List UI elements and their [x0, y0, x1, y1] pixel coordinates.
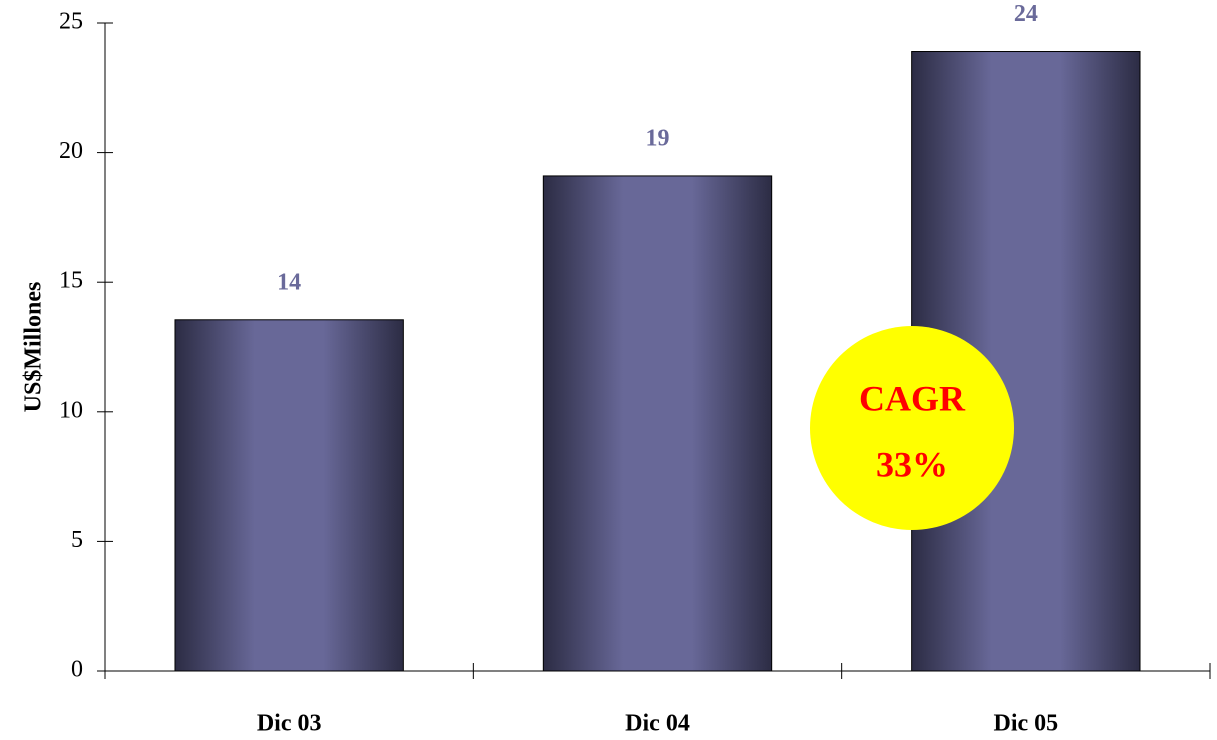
y-tick-label: 25	[59, 9, 83, 35]
bar	[542, 175, 773, 672]
value-label: 14	[277, 269, 301, 295]
y-tick-label: 15	[59, 268, 83, 294]
value-label: 24	[1014, 1, 1038, 27]
annotation-text: CAGR	[859, 378, 966, 418]
y-tick-label: 20	[59, 138, 83, 164]
bar	[174, 319, 404, 672]
y-tick-label: 0	[71, 657, 83, 683]
y-axis-label: US$Millones	[21, 282, 47, 413]
annotation-text: 33%	[876, 444, 948, 484]
annotation-circle	[810, 326, 1014, 530]
value-label: 19	[646, 125, 670, 151]
y-tick-label: 5	[71, 527, 83, 553]
y-tick-label: 10	[59, 397, 83, 423]
x-tick-label: Dic 03	[257, 711, 322, 737]
x-tick-label: Dic 04	[625, 711, 690, 737]
x-tick-label: Dic 05	[994, 711, 1059, 737]
